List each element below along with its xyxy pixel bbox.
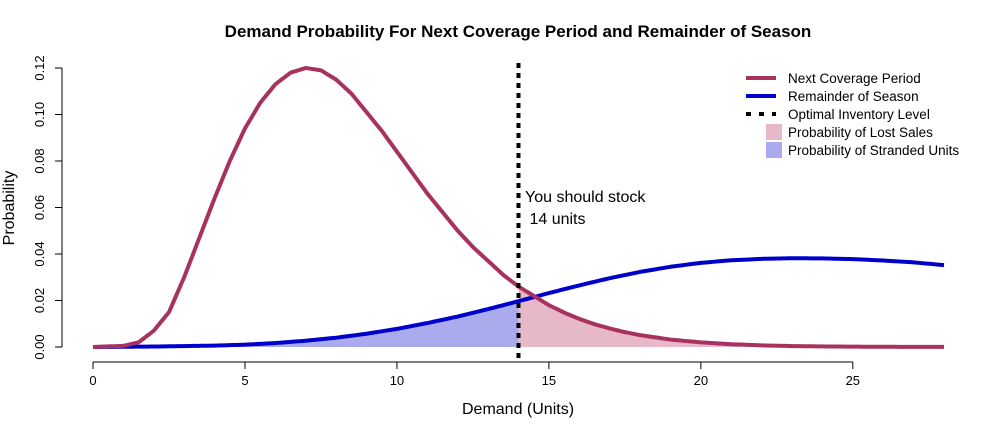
- legend-item: Probability of Stranded Units: [766, 142, 959, 158]
- legend-label: Remainder of Season: [788, 89, 919, 104]
- annotation-line-2: 14 units: [525, 211, 585, 228]
- x-tick-label: 10: [390, 373, 404, 388]
- x-tick-label: 25: [846, 373, 860, 388]
- legend-label: Probability of Lost Sales: [788, 125, 933, 140]
- remainder-of-season-line: [92, 256, 945, 349]
- stranded-units-area: [93, 301, 519, 347]
- x-axis-label: Demand (Units): [462, 401, 574, 418]
- legend-box-swatch: [766, 142, 782, 158]
- axes: 0 5 10 15 20 25 0.00 0.02 0.04 0.06 0.08 0.10 0.12: [32, 55, 860, 388]
- y-tick-label: 0.12: [32, 55, 47, 80]
- y-tick-label: 0.06: [32, 195, 47, 220]
- y-tick-label: 0.10: [32, 102, 47, 127]
- legend-item: Next Coverage Period: [746, 71, 921, 86]
- annotation-line-1: You should stock: [525, 189, 646, 206]
- x-tick-label: 20: [694, 373, 708, 388]
- legend-box-swatch: [766, 124, 782, 140]
- probability-fills: [93, 286, 944, 347]
- legend-item: Optimal Inventory Level: [746, 107, 930, 122]
- y-tick-label: 0.00: [32, 334, 47, 359]
- y-axis-label: Probability: [1, 171, 18, 246]
- x-tick-label: 0: [89, 373, 96, 388]
- legend-item: Remainder of Season: [746, 89, 919, 104]
- legend: Next Coverage Period Remainder of Season O…: [746, 71, 959, 158]
- lost-sales-area: [518, 286, 944, 347]
- legend-item: Probability of Lost Sales: [766, 124, 933, 140]
- legend-label: Optimal Inventory Level: [788, 107, 930, 122]
- legend-label: Next Coverage Period: [788, 71, 921, 86]
- y-tick-label: 0.02: [32, 288, 47, 313]
- y-tick-label: 0.08: [32, 148, 47, 173]
- legend-label: Probability of Stranded Units: [788, 143, 959, 158]
- chart-title: Demand Probability For Next Coverage Per…: [225, 22, 812, 41]
- x-tick-label: 15: [542, 373, 556, 388]
- x-tick-label: 5: [241, 373, 248, 388]
- y-tick-label: 0.04: [32, 241, 47, 266]
